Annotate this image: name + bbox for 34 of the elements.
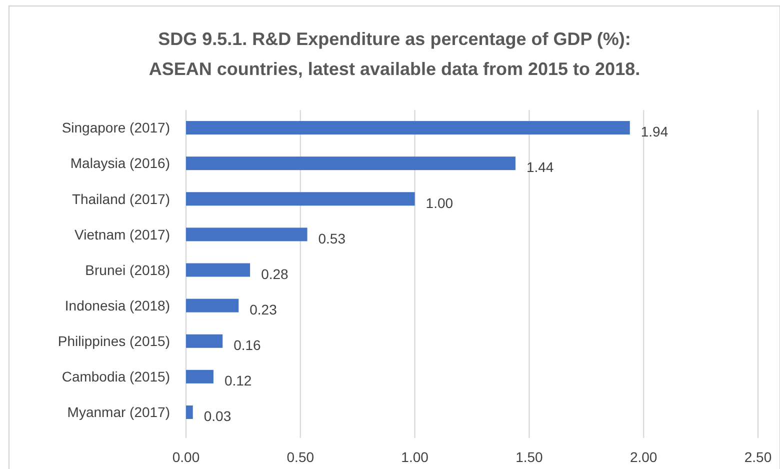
y-tick-label: Malaysia (2016) — [70, 155, 170, 172]
bar — [186, 298, 239, 312]
data-label: 1.00 — [426, 194, 454, 211]
bar — [186, 156, 516, 170]
bar — [186, 370, 214, 384]
x-tick-label: 2.50 — [744, 449, 772, 465]
data-label: 0.23 — [250, 301, 278, 318]
x-tick-label: 2.00 — [630, 449, 658, 465]
data-label: 0.03 — [204, 408, 232, 424]
y-tick-label: Vietnam (2017) — [74, 226, 170, 242]
data-label: 0.28 — [261, 266, 289, 282]
bar — [186, 121, 630, 135]
bar — [186, 228, 308, 242]
bar — [186, 334, 223, 348]
data-label: 1.94 — [640, 124, 668, 140]
y-tick-label: Cambodia (2015) — [62, 368, 170, 385]
x-tick-label: 1.50 — [516, 449, 544, 465]
y-tick-label: Philippines (2015) — [58, 333, 170, 350]
x-tick-label: 0.00 — [172, 449, 200, 465]
y-tick-label: Myanmar (2017) — [67, 404, 170, 420]
data-label: 0.53 — [318, 230, 346, 246]
y-tick-label: Indonesia (2018) — [64, 297, 170, 314]
y-tick-label: Thailand (2017) — [72, 190, 170, 207]
data-label: 1.44 — [526, 159, 554, 176]
data-label: 0.12 — [224, 372, 252, 389]
y-tick-label: Brunei (2018) — [85, 262, 170, 278]
bar — [186, 192, 415, 206]
bar — [186, 263, 250, 277]
bar — [186, 405, 193, 419]
chart-title: SDG 9.5.1. R&D Expenditure as percentage of GDP (%): ASEAN countries, latest available data from 2015 to 2018. — [148, 29, 640, 79]
x-tick-label: 1.00 — [401, 449, 429, 465]
data-label: 0.16 — [234, 337, 262, 354]
x-tick-label: 0.50 — [286, 449, 314, 465]
y-tick-label: Singapore (2017) — [62, 120, 170, 136]
